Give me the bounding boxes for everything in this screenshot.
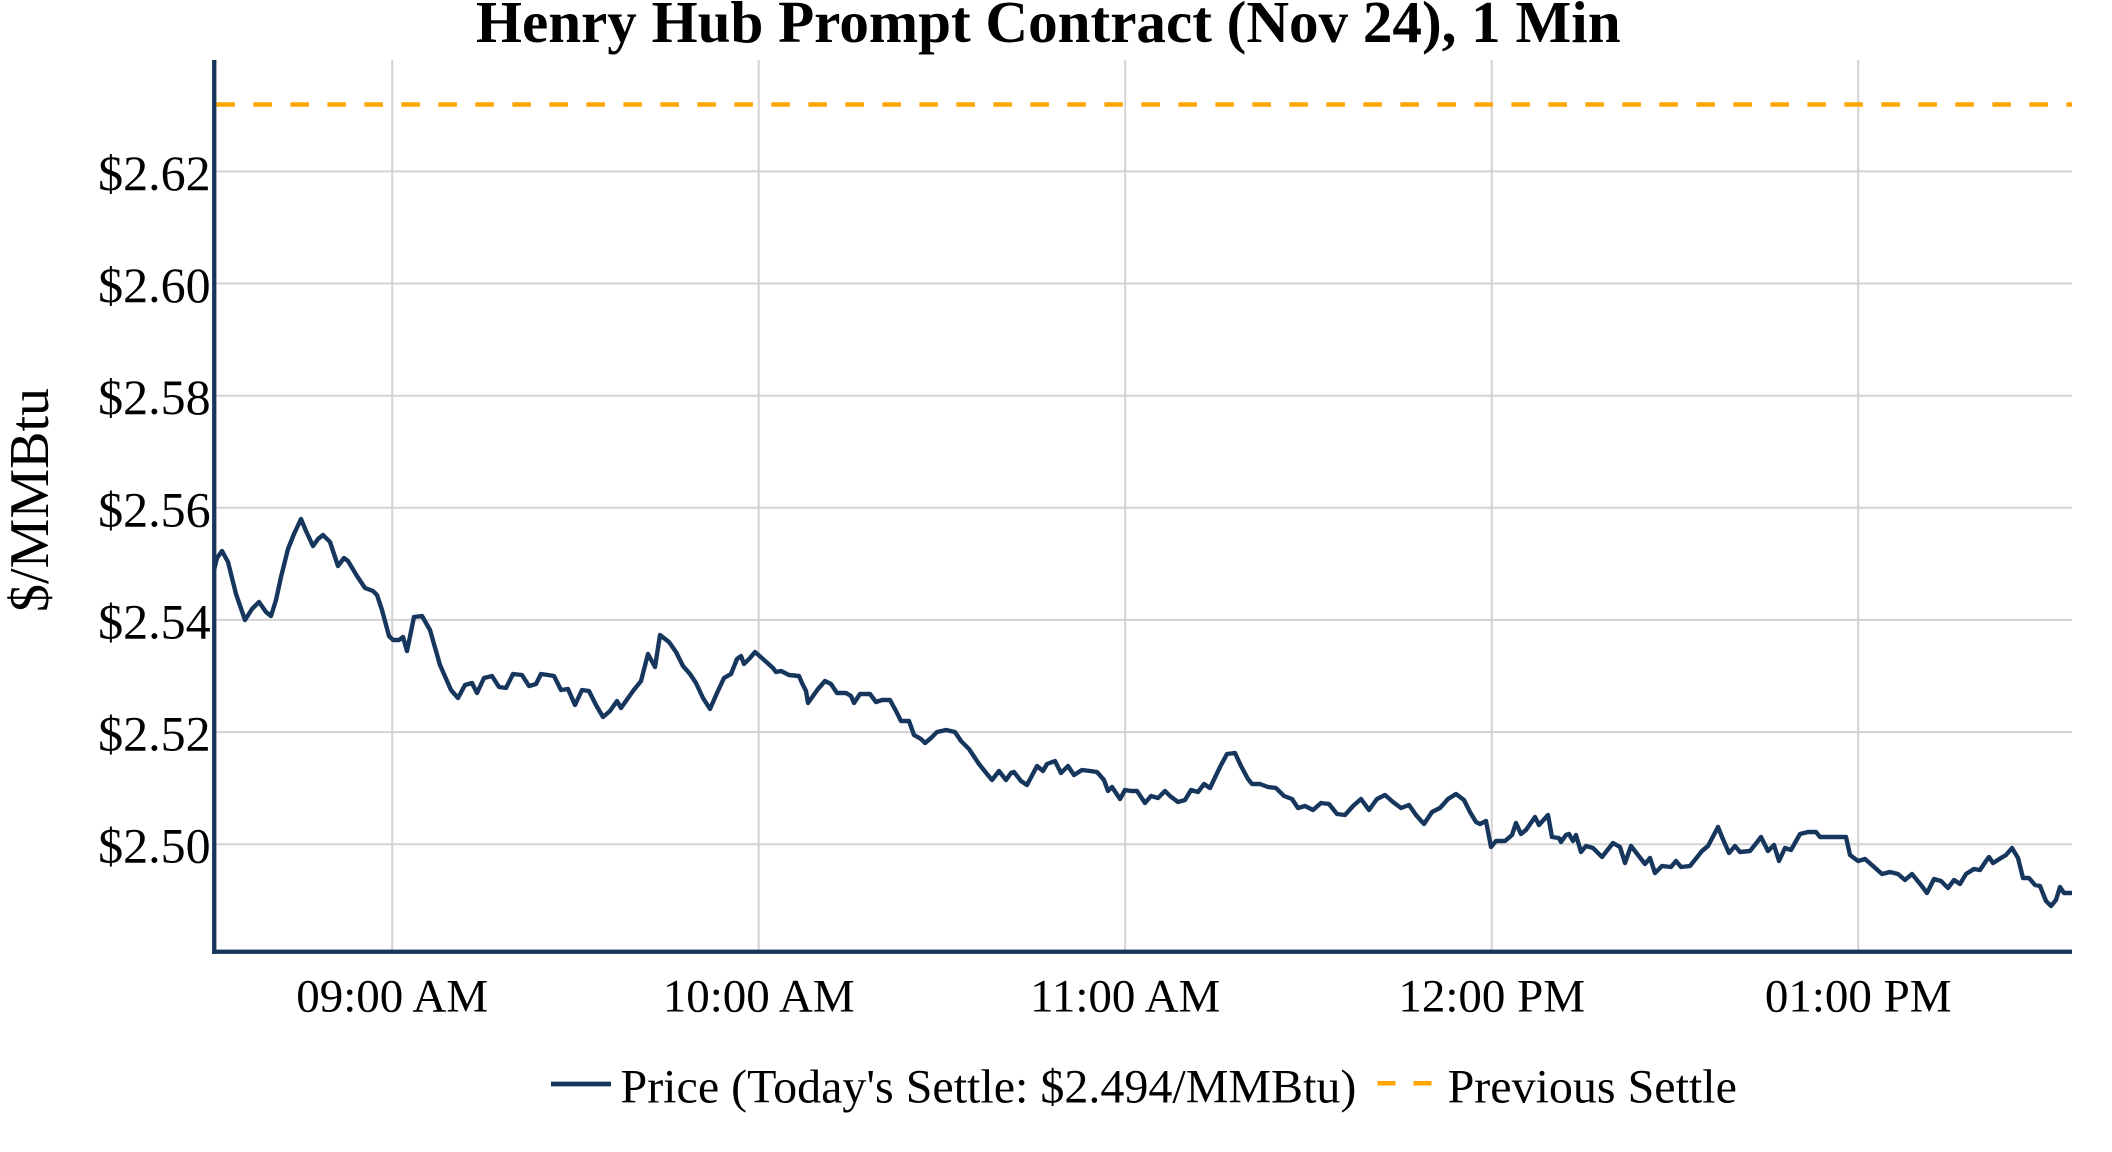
svg-text:09:00 AM: 09:00 AM xyxy=(296,971,488,1023)
svg-text:$2.50: $2.50 xyxy=(98,818,211,874)
svg-text:$2.52: $2.52 xyxy=(98,706,211,762)
svg-text:$2.56: $2.56 xyxy=(98,481,211,537)
svg-text:$2.60: $2.60 xyxy=(98,257,211,313)
svg-text:Previous Settle: Previous Settle xyxy=(1448,1061,1737,1114)
svg-text:12:00 PM: 12:00 PM xyxy=(1398,971,1585,1023)
svg-text:Price (Today's Settle: $2.494/: Price (Today's Settle: $2.494/MMBtu) xyxy=(621,1061,1357,1114)
svg-text:$/MMBtu: $/MMBtu xyxy=(0,388,61,612)
svg-text:10:00 AM: 10:00 AM xyxy=(663,971,855,1023)
svg-text:$2.58: $2.58 xyxy=(98,369,211,425)
svg-text:Henry Hub Prompt Contract (Nov: Henry Hub Prompt Contract (Nov 24), 1 Mi… xyxy=(476,0,1621,55)
svg-text:01:00 PM: 01:00 PM xyxy=(1765,971,1952,1023)
svg-text:$2.62: $2.62 xyxy=(98,145,211,201)
svg-text:11:00 AM: 11:00 AM xyxy=(1030,971,1220,1023)
svg-text:$2.54: $2.54 xyxy=(98,593,211,649)
